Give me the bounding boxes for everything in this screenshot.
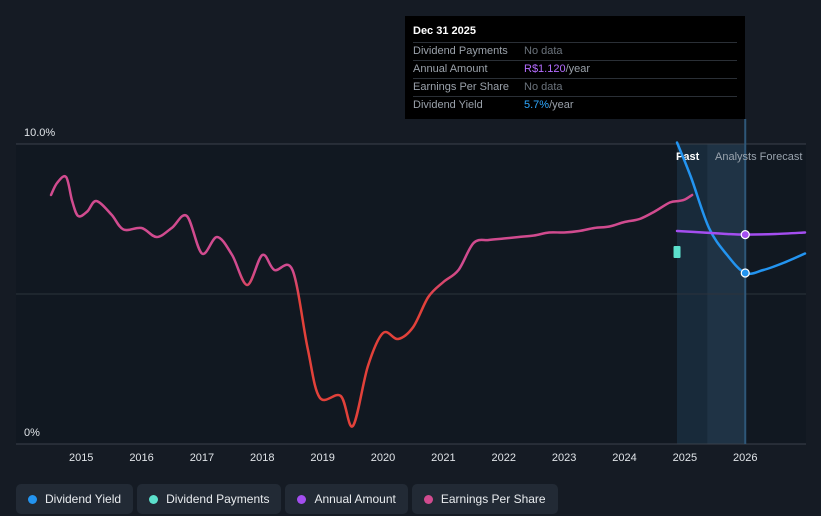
past-label: Past [676, 151, 700, 163]
series-layer [49, 141, 807, 428]
tooltip-value: R$1.120 [524, 63, 566, 75]
tooltip-row: Earnings Per Share No data [413, 79, 737, 97]
tooltip-label: Earnings Per Share [413, 81, 509, 93]
annual-amount-point[interactable] [740, 230, 750, 240]
annual-amount-line[interactable] [675, 229, 807, 236]
y-tick-label: 0% [24, 427, 40, 439]
x-tick-label: 2022 [492, 452, 516, 464]
legend-label: Dividend Payments [166, 492, 270, 506]
legend-dot-icon [423, 494, 433, 504]
legend-item-earnings-per-share[interactable]: Earnings Per Share [411, 484, 558, 514]
legend-item-dividend-yield[interactable]: Dividend Yield [16, 484, 134, 514]
tooltip-unit: /year [549, 99, 574, 111]
x-tick-label: 2021 [431, 452, 455, 464]
legend-label: Earnings Per Share [440, 492, 546, 506]
x-tick-label: 2016 [129, 452, 153, 464]
x-axis-ticks: 2015 2016 2017 2018 2019 2020 2021 2022 2023 2024… [69, 452, 758, 464]
tooltip-label: Dividend Yield [413, 99, 483, 111]
legend-dot-icon [149, 494, 159, 504]
forecast-label: Analysts Forecast [715, 151, 802, 163]
x-tick-label: 2026 [733, 452, 757, 464]
legend-label: Dividend Yield [45, 492, 122, 506]
legend-label: Annual Amount [314, 492, 396, 506]
hover-tooltip: Dec 31 2025 Dividend Payments No data An… [405, 16, 745, 119]
tooltip-row: Dividend Payments No data [413, 43, 737, 61]
tooltip-row: Annual Amount R$1.120/year [413, 61, 737, 79]
x-tick-label: 2019 [310, 452, 334, 464]
legend-dot-icon [28, 494, 37, 504]
legend-item-annual-amount[interactable]: Annual Amount [285, 484, 408, 514]
x-tick-label: 2015 [69, 452, 93, 464]
dividend-payments-marker[interactable] [673, 246, 681, 258]
dividend-yield-point[interactable] [740, 268, 750, 278]
x-tick-label: 2023 [552, 452, 576, 464]
tooltip-date: Dec 31 2025 [413, 24, 737, 43]
tooltip-value: No data [524, 45, 563, 57]
tooltip-label: Dividend Payments [413, 45, 508, 57]
x-tick-label: 2024 [612, 452, 636, 464]
tooltip-label: Annual Amount [413, 63, 488, 75]
legend-item-dividend-payments[interactable]: Dividend Payments [137, 484, 282, 514]
tooltip-value: 5.7% [524, 99, 550, 111]
tooltip-unit: /year [565, 63, 591, 75]
chart-legend: Dividend Yield Dividend Payments Annual … [16, 484, 558, 514]
tooltip-row: Dividend Yield 5.7%/year [413, 97, 737, 114]
earnings-per-share-line[interactable] [49, 175, 694, 428]
x-tick-label: 2017 [190, 452, 214, 464]
x-tick-label: 2018 [250, 452, 274, 464]
y-tick-label: 10.0% [24, 127, 55, 139]
tooltip-value: No data [524, 81, 563, 93]
dividend-yield-line[interactable] [675, 141, 807, 276]
legend-dot-icon [297, 494, 307, 504]
x-tick-label: 2020 [371, 452, 395, 464]
x-tick-label: 2025 [673, 452, 697, 464]
